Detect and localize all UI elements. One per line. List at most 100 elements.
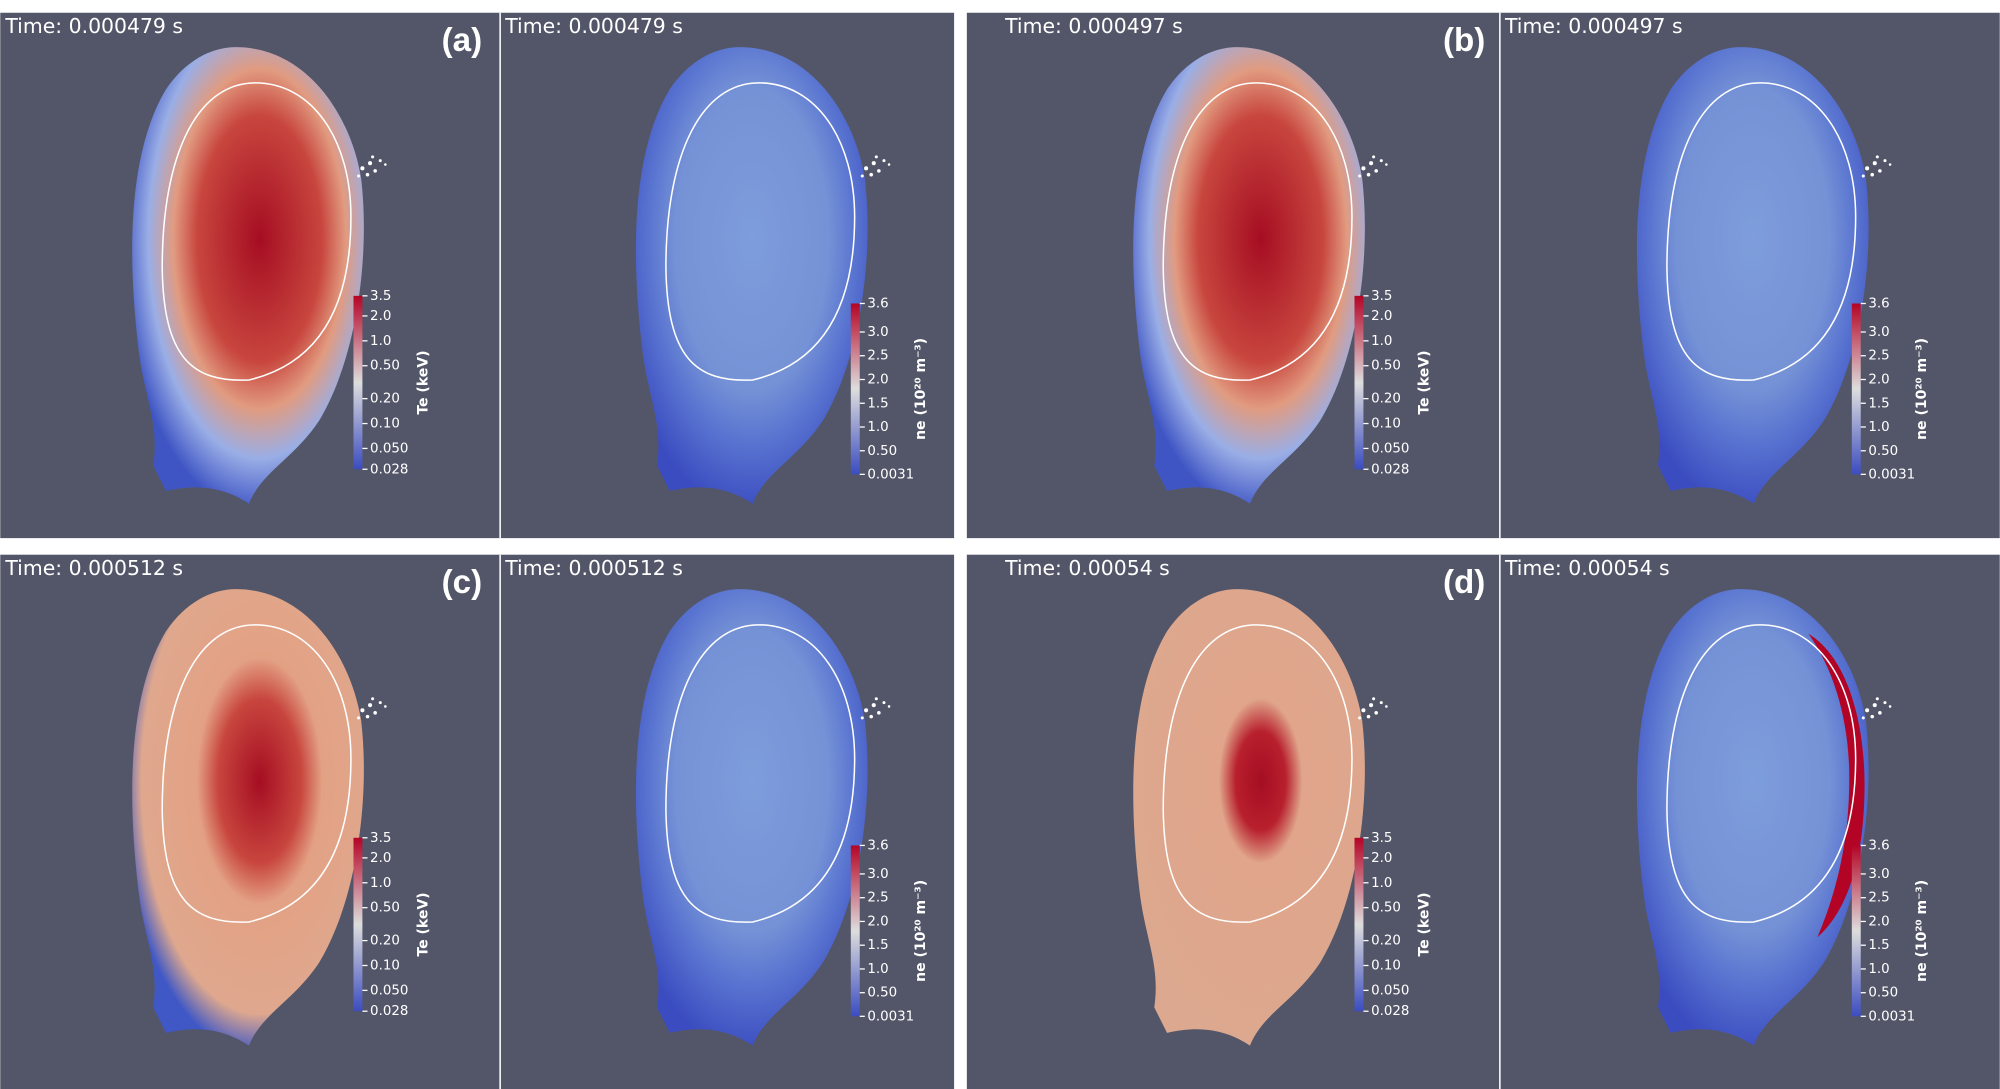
colorbar-tick-label: 0.10 [1371,958,1401,973]
colorbar-tick-label: 3.6 [1868,296,1889,311]
ne-view: 3.6 3.0 2.5 2.0 1.5 1.0 0.50 0.0031 ne (10²⁰ m⁻³… [1636,589,1930,1046]
colorbar-tick-label: 2.5 [1868,891,1889,906]
colorbar [850,845,860,1017]
colorbar-tick-label: 0.028 [370,462,408,477]
colorbar-tick-label: 3.5 [1371,831,1392,846]
colorbar-tick-label: 1.5 [867,938,888,953]
colorbar-title: Te (keV) [415,350,431,414]
colorbar-tick-label: 2.0 [1868,914,1889,929]
colorbar-tick-label: 2.0 [1868,373,1889,388]
colorbar-tick-label: 1.0 [867,420,888,435]
colorbar-title: Te (keV) [1416,892,1432,956]
colorbar-tick-label: 2.0 [867,914,888,929]
colorbar-title: ne (10²⁰ m⁻³) [1914,880,1930,982]
colorbar-tick-label: 0.20 [370,392,400,407]
panel-label: (a) [442,22,483,59]
colorbar-tick-label: 2.0 [1371,851,1392,866]
colorbar-tick-label: 0.20 [1371,934,1401,949]
colorbar [1851,845,1861,1017]
colorbar-tick-label: 1.0 [370,334,391,349]
colorbar [353,295,363,470]
colorbar-tick-label: 0.050 [1371,441,1409,456]
colorbar-title: ne (10²⁰ m⁻³) [1914,338,1930,440]
colorbar-title: ne (10²⁰ m⁻³) [913,880,929,982]
time-label: Time: 0.000512 s [504,556,683,580]
colorbar-tick-label: 3.5 [1371,289,1392,304]
time-label: Time: 0.000512 s [4,556,183,580]
te-view: 3.5 2.0 1.0 0.50 0.20 0.10 0.050 0.028 Te (keV) [1133,589,1432,1046]
panel-label: (d) [1443,564,1485,601]
colorbar [1354,837,1364,1012]
time-label: Time: 0.00054 s [1504,556,1670,580]
time-label: Time: 0.00054 s [1004,556,1170,580]
colorbar-tick-label: 0.050 [370,441,408,456]
colorbar-title: ne (10²⁰ m⁻³) [913,338,929,440]
colorbar-tick-label: 3.6 [867,838,888,853]
colorbar [1851,303,1861,475]
colorbar-tick-label: 0.0031 [867,1009,914,1024]
colorbar-tick-label: 3.0 [1868,325,1889,340]
colorbar-tick-label: 2.5 [867,349,888,364]
ne-view: 3.6 3.0 2.5 2.0 1.5 1.0 0.50 0.0031 ne (10²⁰ m⁻³… [635,589,929,1046]
colorbar-tick-label: 2.5 [1868,349,1889,364]
te-view: 3.5 2.0 1.0 0.50 0.20 0.10 0.050 0.028 Te (keV) [132,589,431,1046]
colorbar-tick-label: 0.050 [370,983,408,998]
panel-label: (b) [1443,22,1485,59]
colorbar-tick-label: 0.50 [1868,444,1898,459]
colorbar-tick-label: 1.0 [370,876,391,891]
ne-view: 3.6 3.0 2.5 2.0 1.5 1.0 0.50 0.0031 ne (10²⁰ m⁻³… [635,47,929,504]
colorbar-tick-label: 1.0 [1371,334,1392,349]
colorbar-tick-label: 0.50 [1868,986,1898,1001]
time-label: Time: 0.000479 s [504,14,683,38]
colorbar-tick-label: 0.050 [1371,983,1409,998]
colorbar-tick-label: 0.10 [1371,417,1401,432]
colorbar-tick-label: 0.20 [1371,392,1401,407]
colorbar-tick-label: 0.0031 [1868,467,1915,482]
time-label: Time: 0.000497 s [1004,14,1183,38]
te-view: 3.5 2.0 1.0 0.50 0.20 0.10 0.050 0.028 Te (keV) [132,47,431,504]
colorbar-tick-label: 3.6 [1868,838,1889,853]
colorbar-tick-label: 1.0 [867,962,888,977]
colorbar-tick-label: 1.5 [867,396,888,411]
colorbar-tick-label: 0.10 [370,958,400,973]
colorbar-tick-label: 0.50 [867,444,897,459]
colorbar-tick-label: 3.5 [370,831,391,846]
colorbar-tick-label: 3.0 [1868,867,1889,882]
colorbar-tick-label: 0.20 [370,934,400,949]
colorbar-tick-label: 0.028 [1371,462,1409,477]
colorbar-tick-label: 0.50 [370,901,400,916]
colorbar-tick-label: 0.10 [370,417,400,432]
colorbar-tick-label: 0.0031 [1868,1009,1915,1024]
panel-label: (c) [442,564,483,601]
dividers [499,12,1501,1089]
colorbar-tick-label: 2.5 [867,891,888,906]
colorbar-tick-label: 1.5 [1868,396,1889,411]
time-label: Time: 0.000497 s [1504,14,1683,38]
colorbar-tick-label: 1.0 [1868,962,1889,977]
colorbar-tick-label: 0.028 [370,1004,408,1019]
colorbar [1354,295,1364,470]
time-label: Time: 0.000479 s [4,14,183,38]
colorbar-title: Te (keV) [415,892,431,956]
colorbar-tick-label: 1.0 [1371,876,1392,891]
colorbar-tick-label: 2.0 [867,373,888,388]
colorbar-title: Te (keV) [1416,350,1432,414]
colorbar-tick-label: 3.5 [370,289,391,304]
colorbar-tick-label: 1.0 [1868,420,1889,435]
te-view: 3.5 2.0 1.0 0.50 0.20 0.10 0.050 0.028 Te (keV) [1133,47,1432,504]
colorbar-tick-label: 3.6 [867,296,888,311]
colorbar-tick-label: 0.0031 [867,467,914,482]
ne-view: 3.6 3.0 2.5 2.0 1.5 1.0 0.50 0.0031 ne (10²⁰ m⁻³… [1636,47,1930,504]
colorbar-tick-label: 0.50 [370,359,400,374]
panel: 3.5 2.0 1.0 0.50 0.20 0.10 0.050 0.028 Te (keV) 3… [1004,14,1930,504]
colorbar [850,303,860,475]
colorbar-tick-label: 0.50 [1371,901,1401,916]
colorbar-tick-label: 0.50 [867,986,897,1001]
colorbar-tick-label: 2.0 [1371,309,1392,324]
colorbar-tick-label: 3.0 [867,325,888,340]
colorbar-tick-label: 2.0 [370,309,391,324]
panel: 3.5 2.0 1.0 0.50 0.20 0.10 0.050 0.028 Te (keV) 3… [4,556,929,1046]
